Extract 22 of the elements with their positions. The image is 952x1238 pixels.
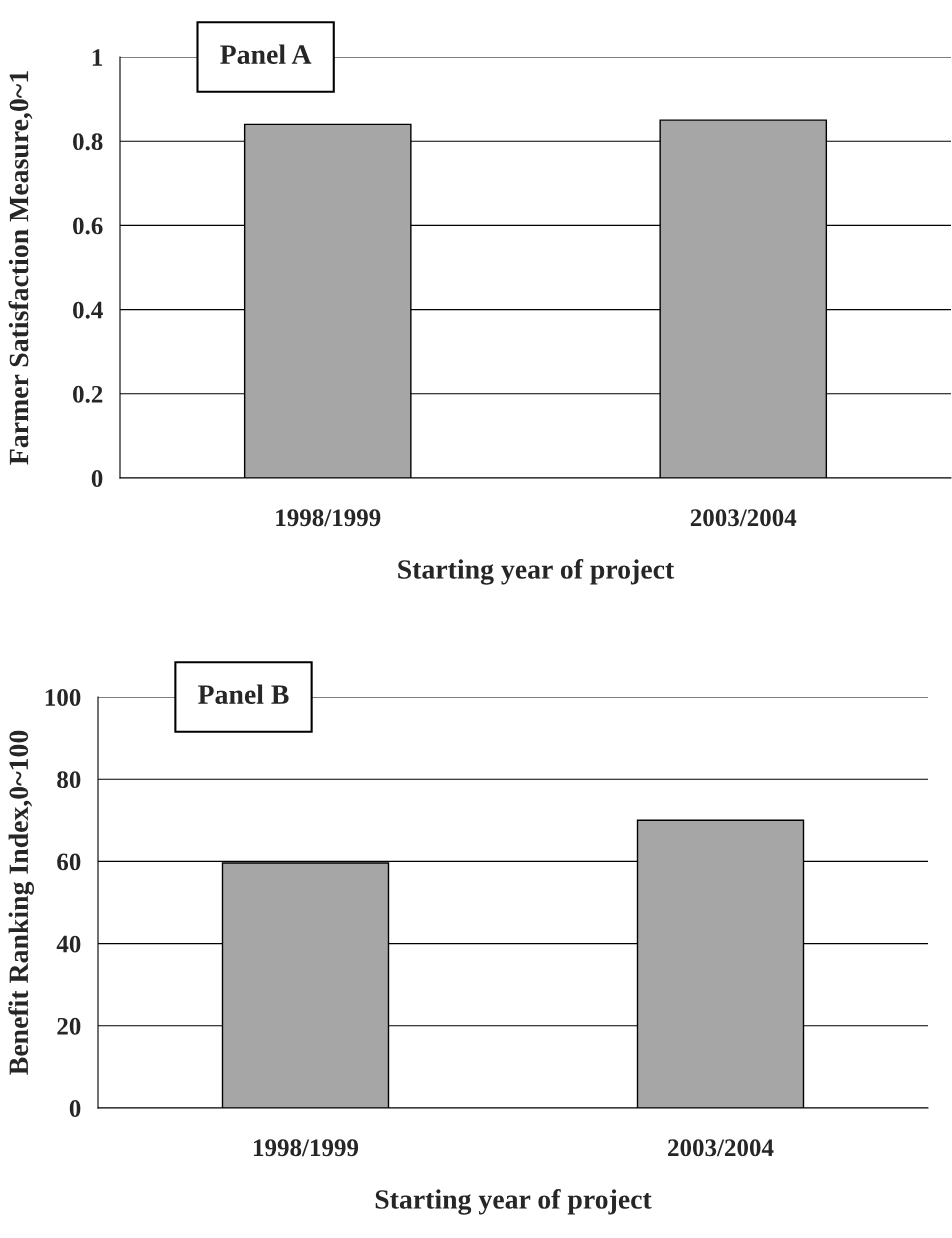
x-tick-label: 1998/1999 xyxy=(254,1139,359,1157)
y-tick-label: 80 xyxy=(57,771,81,789)
y-tick-label: 0 xyxy=(91,470,103,487)
y-tick-label: 0 xyxy=(69,1100,81,1117)
y-tick-label: 0.4 xyxy=(73,301,103,319)
y-tick-label: 20 xyxy=(57,1017,81,1035)
y-axis-title: Farmer Satisfaction Measure,0~1 xyxy=(8,71,33,465)
x-axis-title: Starting year of project xyxy=(375,1189,652,1215)
x-tick-label: 1998/1999 xyxy=(276,509,381,527)
y-tick-label: 100 xyxy=(45,689,81,706)
y-tick-label: 60 xyxy=(57,853,81,871)
y-tick-label: 1 xyxy=(92,49,103,66)
y-tick-label: 0.6 xyxy=(73,217,103,235)
y-tick-label: 0.2 xyxy=(73,385,103,403)
x-axis-title: Starting year of project xyxy=(398,559,675,585)
y-tick-label: 0.8 xyxy=(73,133,103,151)
y-axis-title: Benefit Ranking Index,0~100 xyxy=(8,730,34,1075)
annotation: Panel A xyxy=(220,44,312,64)
x-tick-label: 2003/2004 xyxy=(690,509,797,527)
annotation: Panel B xyxy=(198,684,289,704)
x-tick-label: 2003/2004 xyxy=(668,1139,774,1157)
y-tick-label: 40 xyxy=(56,935,81,953)
